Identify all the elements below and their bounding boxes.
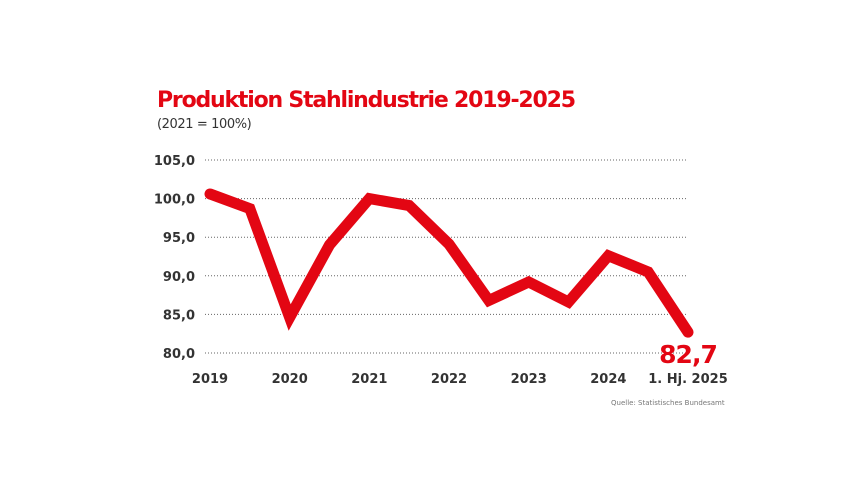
x-tick-label: 2021 (351, 372, 387, 387)
y-tick-label: 85,0 (163, 308, 195, 323)
x-tick-label: 2019 (192, 372, 228, 387)
y-tick-label: 80,0 (163, 347, 195, 362)
y-tick-label: 105,0 (154, 154, 195, 169)
data-line (204, 188, 694, 338)
y-tick-label: 100,0 (154, 193, 195, 208)
end-value-label: 82,7 (659, 340, 717, 369)
chart-subtitle: (2021 = 100%) (157, 117, 252, 132)
y-tick-label: 95,0 (163, 231, 195, 246)
x-tick-label: 1. Hj. 2025 (648, 372, 728, 387)
x-tick-label: 2020 (272, 372, 308, 387)
y-tick-label: 90,0 (163, 270, 195, 285)
x-tick-label: 2023 (511, 372, 547, 387)
x-tick-label: 2022 (431, 372, 467, 387)
x-tick-label: 2024 (590, 372, 626, 387)
source-note: Quelle: Statistisches Bundesamt (611, 399, 725, 407)
chart-title: Produktion Stahlindustrie 2019-2025 (157, 88, 576, 113)
